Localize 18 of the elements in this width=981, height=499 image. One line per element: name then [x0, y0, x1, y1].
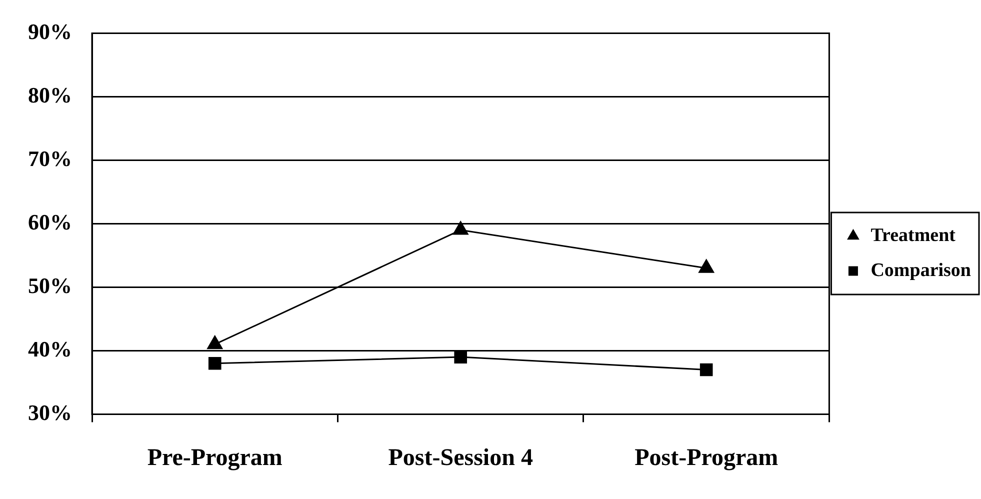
legend-label: Comparison	[870, 260, 972, 281]
y-tick-label: 60%	[28, 209, 72, 234]
point	[207, 336, 223, 350]
point	[452, 221, 468, 235]
y-tick-label: 40%	[28, 336, 72, 362]
y-tick-label: 90%	[28, 18, 72, 44]
y-tick-label: 50%	[28, 272, 72, 298]
point	[454, 350, 468, 364]
x-tick-label: Pre-Program	[147, 444, 282, 471]
point	[698, 259, 714, 273]
y-tick-label: 30%	[28, 400, 72, 425]
point	[700, 363, 713, 376]
point	[208, 356, 222, 370]
x-tick-label: Post-Program	[634, 444, 778, 471]
legend-label: Treatment	[870, 224, 956, 246]
y-tick-label: 70%	[28, 146, 72, 171]
x-tick-label: Post-Session 4	[388, 444, 533, 471]
y-tick-label: 80%	[28, 82, 72, 108]
